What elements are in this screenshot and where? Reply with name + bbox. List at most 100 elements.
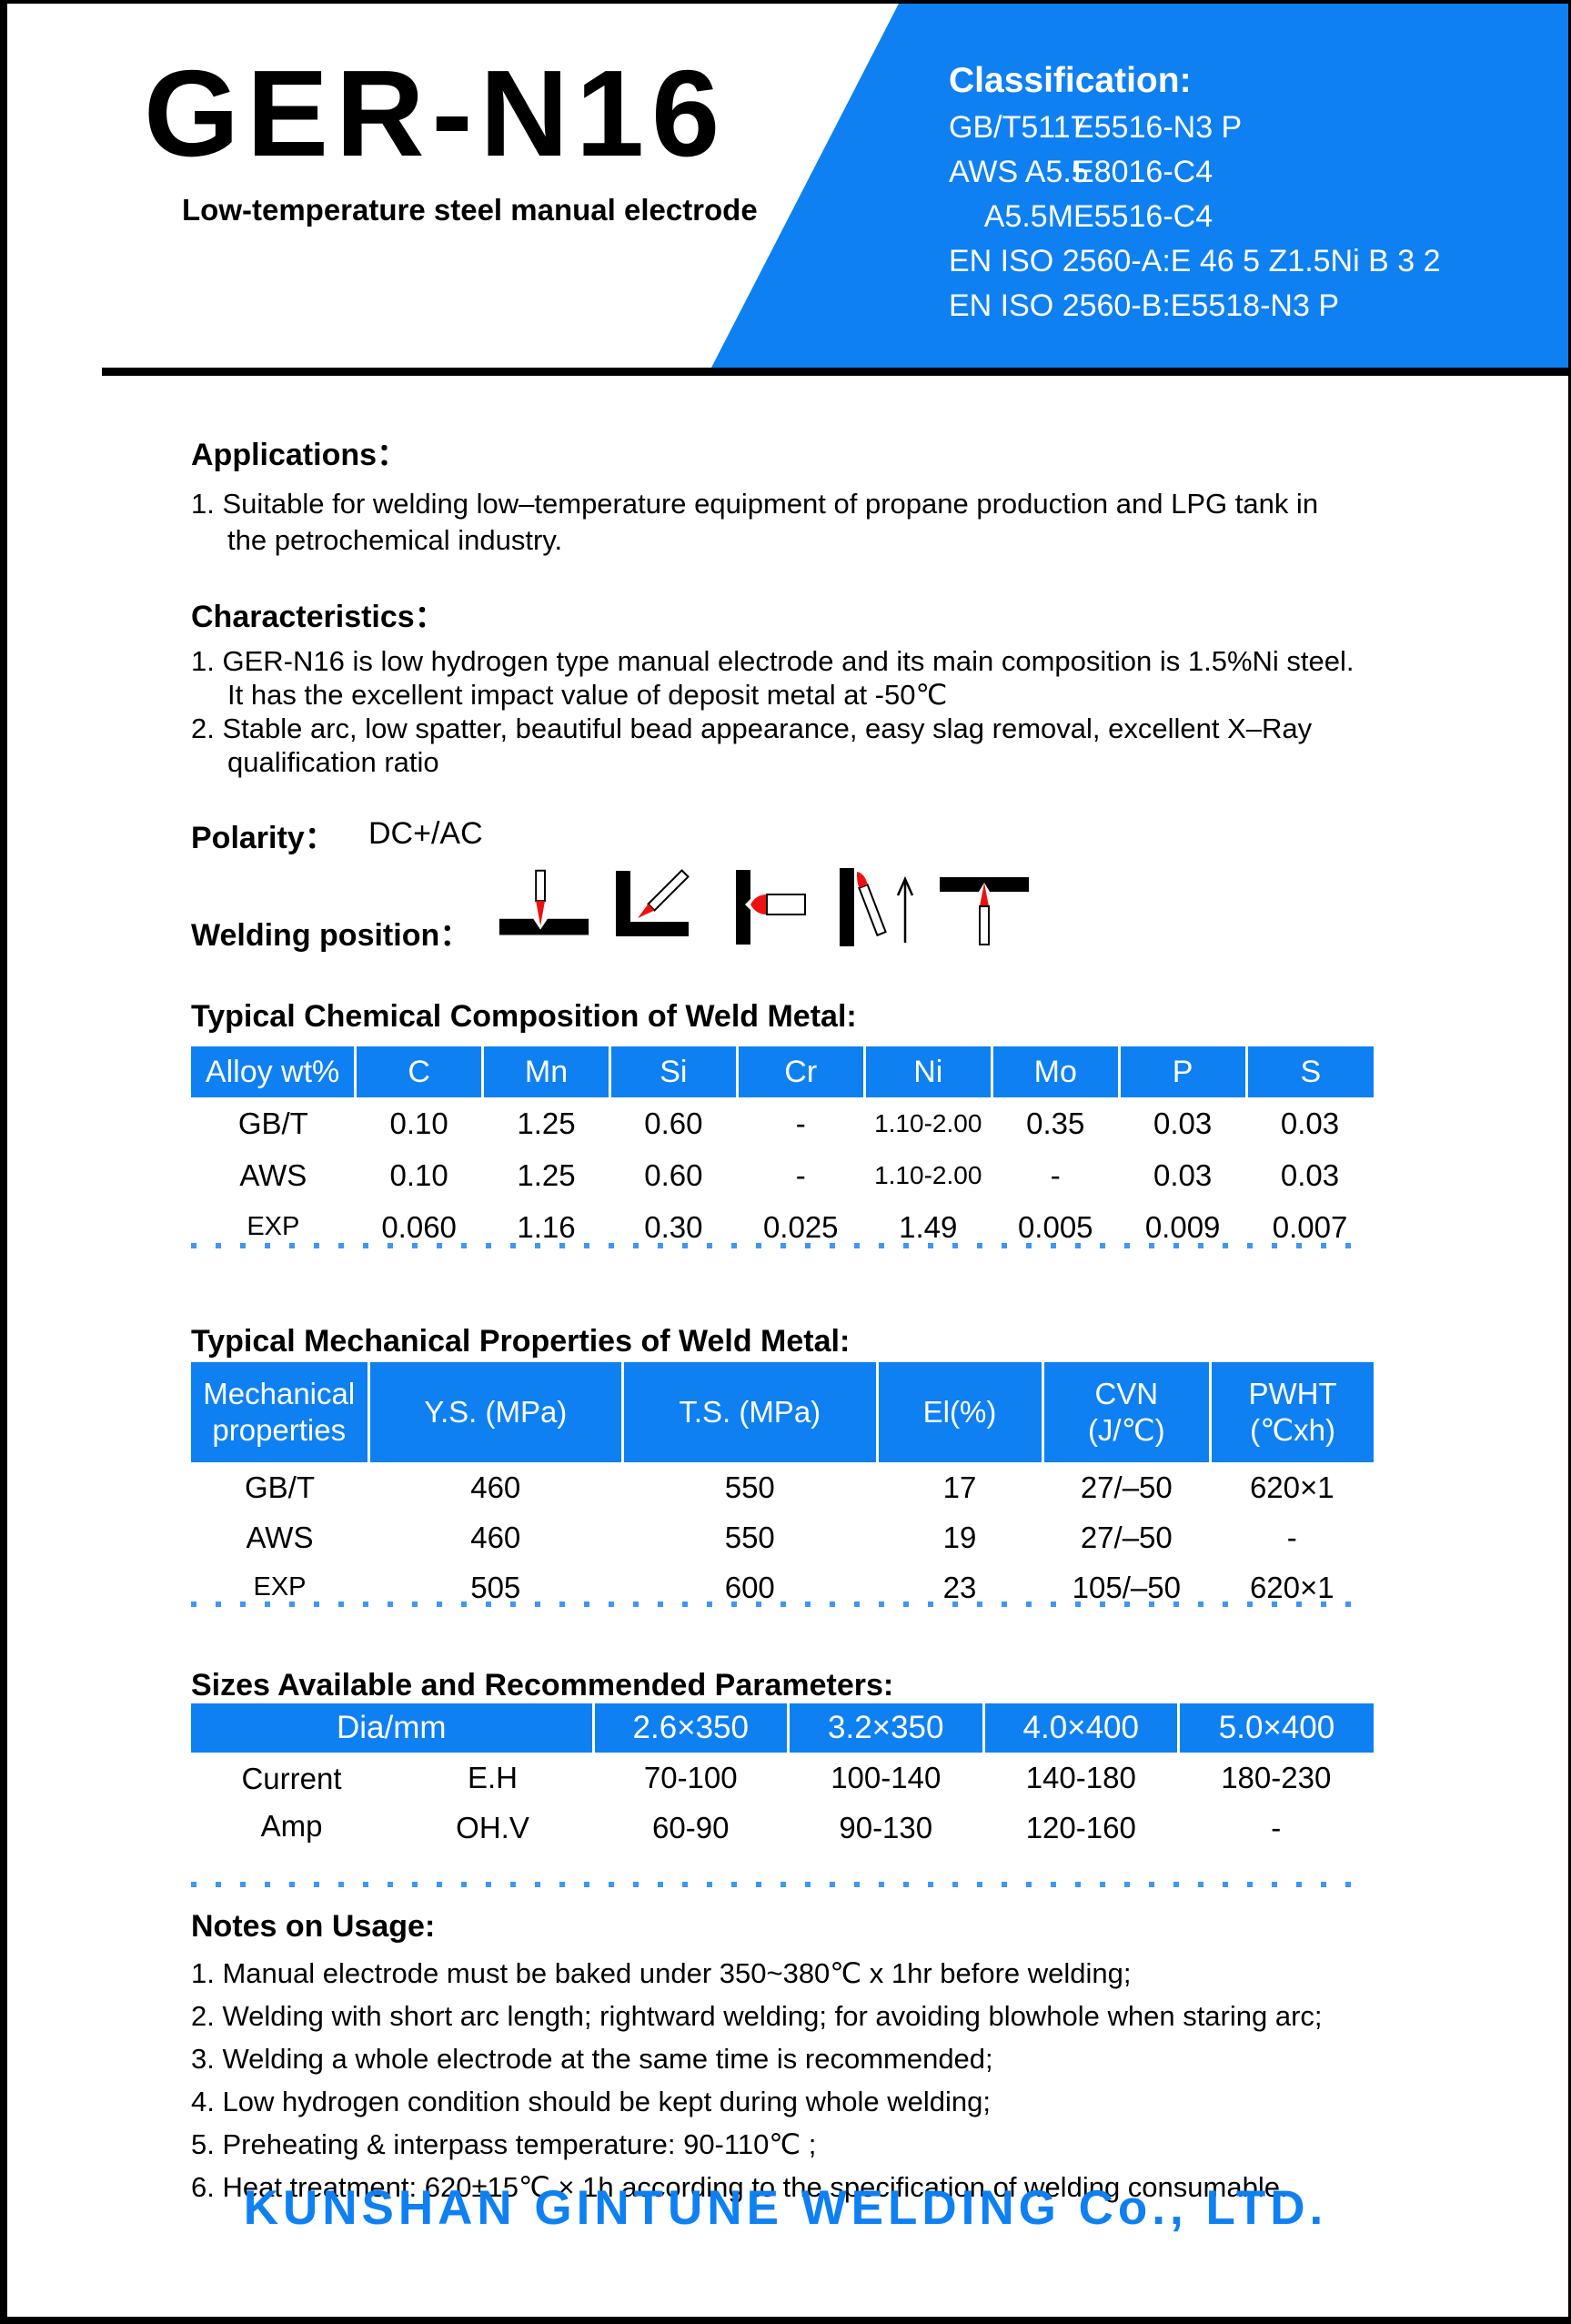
- chem-table-title: Typical Chemical Composition of Weld Met…: [191, 999, 857, 1034]
- cell: 0.30: [644, 1209, 703, 1244]
- cell: 550: [724, 1470, 775, 1504]
- cell: 0.060: [381, 1209, 457, 1244]
- cell: 0.10: [389, 1106, 448, 1140]
- sizes-table-title: Sizes Available and Recommended Paramete…: [191, 1668, 894, 1703]
- characteristics-text: 1. GER-N16 is low hydrogen type manual e…: [191, 644, 1354, 779]
- page-border-bottom: [0, 2317, 1571, 2324]
- note-item: 6. Heat treatment: 620±15℃ × 1h accordin…: [191, 2171, 1288, 2203]
- standard-name: GB/T5117: [949, 110, 1088, 145]
- cell: 70-100: [643, 1760, 738, 1794]
- cell: 1.49: [899, 1209, 958, 1244]
- cell: -: [1271, 1810, 1282, 1844]
- dotted-separator: [191, 1882, 1362, 1887]
- size-header-cell: 2.6×350: [593, 1703, 790, 1753]
- cell: -: [795, 1157, 806, 1192]
- cell: -: [1286, 1520, 1297, 1554]
- row-label: OH.V: [456, 1810, 529, 1844]
- size-header-cell: 3.2×350: [788, 1703, 985, 1753]
- chem-header-cell: Si: [609, 1046, 739, 1097]
- applications-text: 1. Suitable for welding low–temperature …: [191, 486, 1318, 559]
- polarity-value: DC+/AC: [368, 816, 483, 851]
- row-label: EXP: [253, 1572, 307, 1602]
- cell: 0.60: [644, 1106, 703, 1140]
- cell: 105/–50: [1072, 1570, 1181, 1604]
- characteristics-item-line2: qualification ratio: [227, 746, 439, 778]
- cell: 1.25: [517, 1106, 576, 1140]
- row-label: GB/T: [244, 1470, 315, 1504]
- sizes-header-row: Dia/mm 2.6×350 3.2×350 4.0×400 5.0×400: [191, 1703, 1374, 1753]
- chem-header-cell: Cr: [737, 1046, 866, 1097]
- chem-header-cell: Mo: [992, 1046, 1121, 1097]
- standard-code: E5516-C4: [1073, 199, 1213, 234]
- cell: 0.10: [389, 1157, 448, 1192]
- cell: 1.10-2.00: [874, 1108, 982, 1137]
- cell: 23: [942, 1570, 977, 1604]
- classification-block: Classification: GB/T5117 E5516-N3 P AWS …: [949, 60, 1441, 328]
- cell: 120-160: [1025, 1810, 1136, 1844]
- note-item: 4. Low hydrogen condition should be kept…: [191, 2086, 991, 2117]
- table-row: AWS 460 550 19 27/–50 -: [191, 1512, 1374, 1562]
- cell: 140-180: [1025, 1760, 1136, 1794]
- header-line: Mechanical: [203, 1377, 356, 1410]
- cell: 460: [470, 1520, 521, 1554]
- horizontal-position-icon: [736, 870, 806, 945]
- note-item: 5. Preheating & interpass temperature: 9…: [191, 2128, 817, 2160]
- applications-heading: Applications：: [191, 438, 408, 472]
- overhead-position-icon: [940, 877, 1029, 945]
- classification-row: AWS A5.5 E8016-C4: [949, 150, 1441, 195]
- mech-header-cell: Mechanical properties: [191, 1362, 370, 1462]
- cell: 0.03: [1280, 1157, 1340, 1192]
- cell: 0.009: [1144, 1209, 1221, 1244]
- cell: 17: [942, 1470, 977, 1504]
- chem-header-cell: Alloy wt%: [191, 1046, 358, 1097]
- note-item: 3. Welding a whole electrode at the same…: [191, 2043, 993, 2075]
- mech-header-cell: CVN (J/℃): [1042, 1362, 1213, 1462]
- chem-header-cell: Mn: [482, 1046, 611, 1097]
- row-label: GB/T: [237, 1106, 308, 1140]
- flat-position-icon: [498, 869, 589, 935]
- row-label: AWS: [246, 1520, 314, 1554]
- standard-name: AWS A5.5: [949, 155, 1089, 189]
- header-line: (℃xh): [1250, 1413, 1335, 1447]
- chem-header-cell: C: [355, 1046, 485, 1097]
- header-line: Y.S. (MPa): [424, 1395, 568, 1429]
- chem-header-row: Alloy wt% C Mn Si Cr Ni Mo P S: [191, 1046, 1374, 1097]
- cell: 27/–50: [1080, 1520, 1173, 1554]
- header-line: (J/℃): [1087, 1413, 1165, 1447]
- mech-table-title: Typical Mechanical Properties of Weld Me…: [191, 1324, 851, 1359]
- table-row: EXP 0.060 1.16 0.30 0.025 1.49 0.005 0.0…: [191, 1201, 1374, 1253]
- cell: 620×1: [1249, 1570, 1334, 1604]
- standard-code: E8016-C4: [1073, 155, 1213, 189]
- characteristics-item-line1: 2. Stable arc, low spatter, beautiful be…: [191, 712, 1313, 744]
- welding-position-icons: [496, 866, 1034, 950]
- cell: 1.16: [517, 1209, 576, 1244]
- cell: 0.007: [1272, 1209, 1348, 1244]
- chemical-composition-table: Alloy wt% C Mn Si Cr Ni Mo P S GB/T 0.10…: [191, 1046, 1374, 1253]
- mech-header-row: Mechanical properties Y.S. (MPa) T.S. (MP…: [191, 1362, 1374, 1462]
- cell: 100-140: [831, 1760, 942, 1794]
- standard-name: A5.5M: [983, 199, 1073, 234]
- row-label: AWS: [239, 1157, 307, 1192]
- applications-item-line1: 1. Suitable for welding low–temperature …: [191, 488, 1319, 520]
- mech-header-cell: Y.S. (MPa): [368, 1362, 624, 1462]
- page-border-right: [1568, 0, 1571, 2324]
- cell: 1.10-2.00: [874, 1160, 982, 1189]
- classification-line: EN ISO 2560-B:E5518-N3 P: [949, 288, 1340, 323]
- cell: 505: [470, 1570, 521, 1604]
- characteristics-heading: Characteristics：: [191, 600, 446, 634]
- table-row: GB/T 0.10 1.25 0.60 - 1.10-2.00 0.35 0.0…: [191, 1097, 1374, 1149]
- cell: 620×1: [1249, 1470, 1334, 1504]
- polarity-label: Polarity：: [191, 821, 336, 855]
- cell: 27/–50: [1080, 1470, 1173, 1504]
- cell: -: [795, 1106, 806, 1140]
- mech-header-cell: PWHT (℃xh): [1210, 1362, 1374, 1462]
- header-line: properties: [212, 1413, 347, 1447]
- notes-heading: Notes on Usage:: [191, 1909, 436, 1944]
- classification-row: GB/T5117 E5516-N3 P: [949, 106, 1441, 150]
- table-row: Current Amp E.H 70-100 100-140 140-180 1…: [191, 1753, 1374, 1844]
- header-line: T.S. (MPa): [679, 1395, 821, 1429]
- mech-header-cell: T.S. (MPa): [622, 1362, 879, 1462]
- header-line: El(%): [922, 1395, 997, 1429]
- table-row: GB/T 460 550 17 27/–50 620×1: [191, 1462, 1374, 1512]
